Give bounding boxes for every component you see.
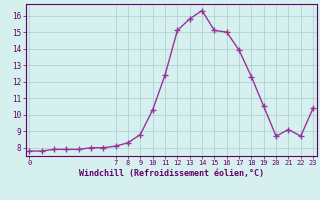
X-axis label: Windchill (Refroidissement éolien,°C): Windchill (Refroidissement éolien,°C) [79, 169, 264, 178]
